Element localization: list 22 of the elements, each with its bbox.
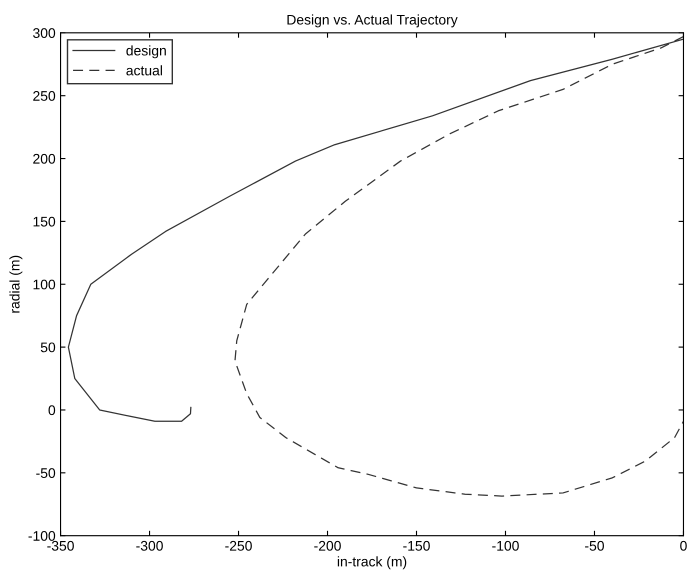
legend-label: design — [126, 45, 166, 58]
x-tick-label: -200 — [314, 540, 341, 551]
x-tick-label: -250 — [225, 540, 252, 551]
y-tick-label: -50 — [36, 468, 56, 478]
legend-label: actual — [126, 65, 162, 76]
x-tick-label: -350 — [47, 540, 74, 551]
y-tick-label: 200 — [33, 154, 56, 164]
x-tick-label: 0 — [680, 540, 687, 551]
y-tick-label: 50 — [40, 342, 56, 352]
y-tick-label: 250 — [33, 91, 56, 101]
x-axis-title: in-track (m) — [338, 556, 406, 570]
chart-title: Design vs. Actual Trajectory — [287, 14, 458, 28]
y-tick-label: 150 — [34, 216, 56, 227]
y-tick-label: 300 — [33, 28, 56, 38]
x-tick-label: -150 — [403, 540, 430, 551]
x-tick-label: -50 — [585, 540, 604, 551]
y-tick-label: -100 — [28, 531, 56, 541]
x-tick-label: -300 — [136, 540, 163, 551]
y-tick-label: 0 — [48, 405, 56, 416]
y-axis-title: radial (m) — [9, 256, 22, 313]
y-tick-label: 100 — [34, 280, 56, 290]
x-tick-label: -100 — [492, 540, 519, 551]
